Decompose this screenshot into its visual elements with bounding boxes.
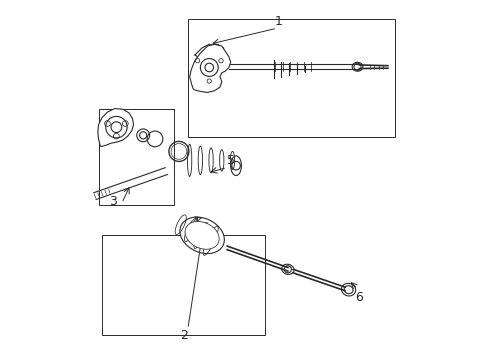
Bar xyxy=(98,109,173,205)
PathPatch shape xyxy=(98,109,134,147)
Text: 1: 1 xyxy=(275,14,283,27)
Text: 6: 6 xyxy=(355,291,363,305)
PathPatch shape xyxy=(190,44,231,93)
Ellipse shape xyxy=(185,221,219,249)
Text: 3: 3 xyxy=(109,195,117,208)
Text: 2: 2 xyxy=(180,329,188,342)
Bar xyxy=(188,19,395,137)
Ellipse shape xyxy=(180,217,224,253)
Text: 5: 5 xyxy=(227,154,235,167)
Text: 4: 4 xyxy=(191,216,199,229)
Bar xyxy=(102,235,265,336)
